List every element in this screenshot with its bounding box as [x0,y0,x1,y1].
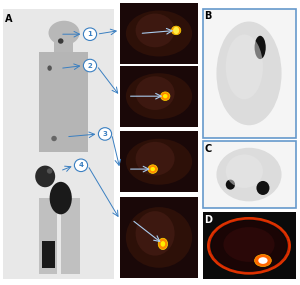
Circle shape [83,59,97,72]
Text: 4: 4 [79,162,83,168]
FancyBboxPatch shape [120,131,198,192]
Ellipse shape [35,166,55,187]
Ellipse shape [226,180,235,190]
Ellipse shape [160,92,170,101]
Ellipse shape [163,94,168,98]
Ellipse shape [217,148,282,201]
FancyBboxPatch shape [120,197,198,278]
Ellipse shape [148,165,158,173]
Ellipse shape [172,26,181,35]
FancyBboxPatch shape [202,212,296,279]
Ellipse shape [256,181,269,195]
Ellipse shape [126,207,192,268]
Text: 3: 3 [103,131,107,137]
Text: B: B [204,11,212,21]
Ellipse shape [150,167,155,171]
Ellipse shape [226,154,263,188]
Ellipse shape [51,136,57,141]
Ellipse shape [49,21,80,45]
Ellipse shape [255,36,266,59]
FancyBboxPatch shape [61,198,80,274]
Text: A: A [4,14,12,24]
FancyBboxPatch shape [3,9,114,279]
Ellipse shape [136,142,175,176]
Ellipse shape [58,38,64,44]
Ellipse shape [126,73,192,119]
Circle shape [74,159,88,172]
FancyBboxPatch shape [120,66,198,127]
FancyBboxPatch shape [54,36,73,52]
Ellipse shape [126,11,192,56]
Text: C: C [204,144,211,154]
Ellipse shape [255,255,271,266]
FancyBboxPatch shape [202,9,296,138]
Ellipse shape [126,139,192,185]
Ellipse shape [174,28,178,32]
Text: D: D [204,215,212,225]
Ellipse shape [224,227,274,262]
Ellipse shape [173,27,179,34]
Ellipse shape [217,21,282,125]
FancyBboxPatch shape [38,52,88,152]
Ellipse shape [47,65,52,71]
Ellipse shape [136,211,175,256]
FancyBboxPatch shape [38,198,57,274]
Ellipse shape [50,182,72,214]
Ellipse shape [212,221,286,271]
Ellipse shape [47,168,52,174]
Ellipse shape [158,238,168,250]
FancyBboxPatch shape [42,241,55,268]
Ellipse shape [258,257,268,264]
Ellipse shape [226,34,263,99]
FancyBboxPatch shape [202,141,296,208]
FancyBboxPatch shape [120,3,198,64]
Ellipse shape [136,76,175,110]
Ellipse shape [136,14,175,47]
Circle shape [83,28,97,40]
Circle shape [98,128,112,140]
Text: 2: 2 [88,62,92,69]
Text: 1: 1 [88,31,92,37]
Ellipse shape [160,241,165,247]
